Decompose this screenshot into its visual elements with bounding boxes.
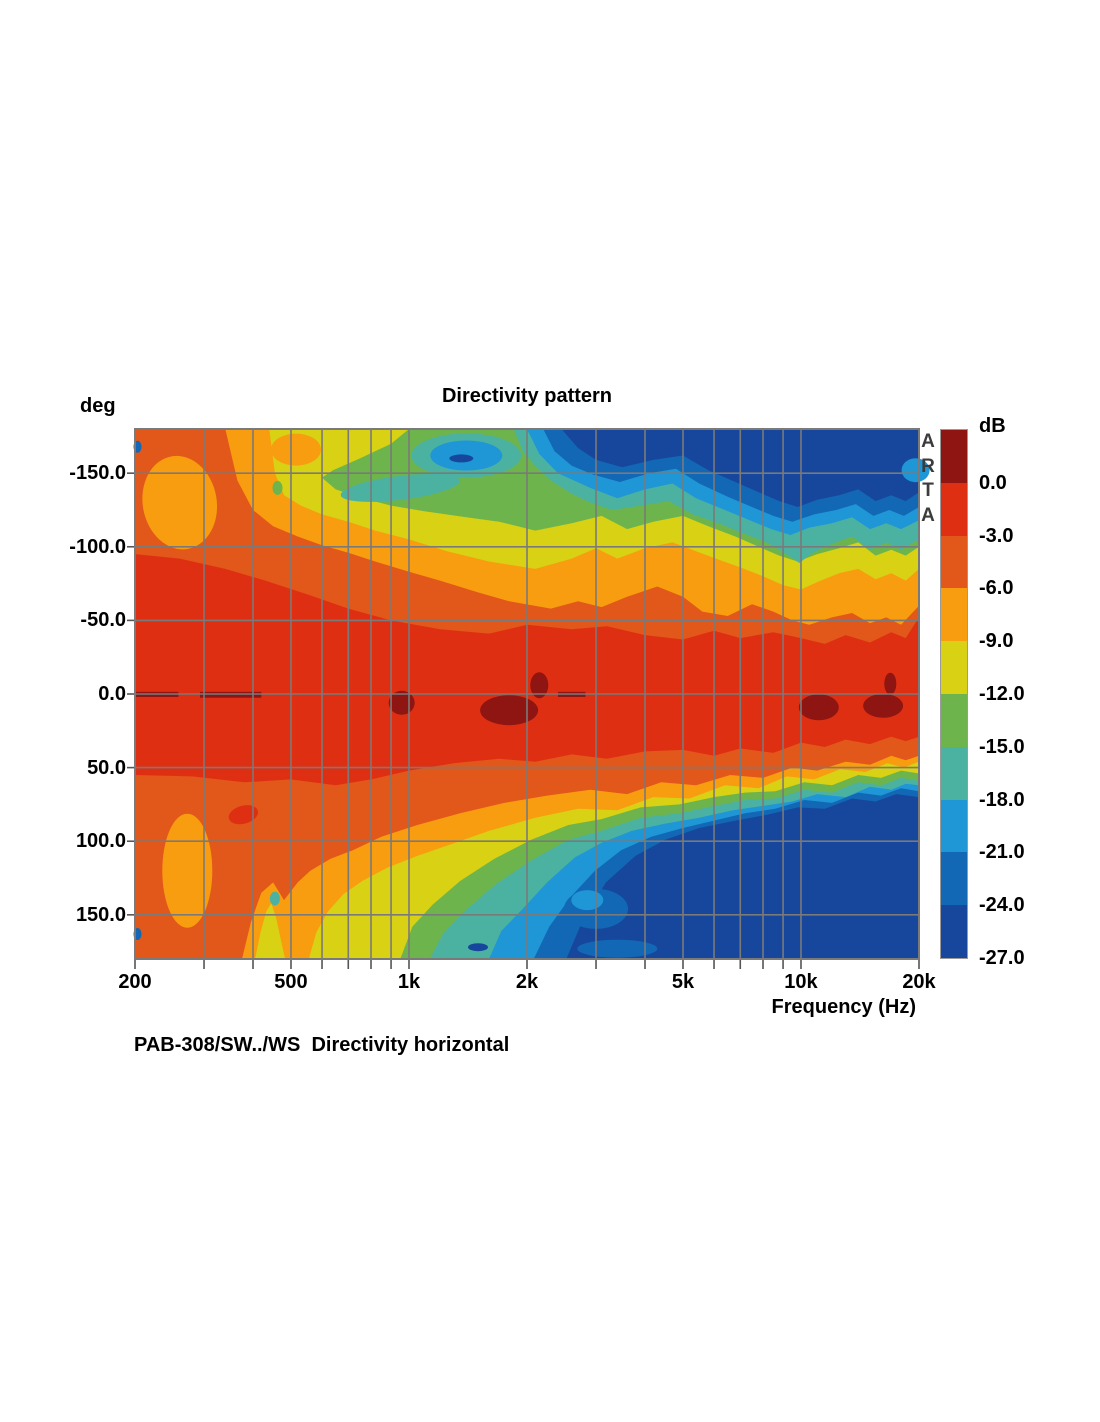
x-tick-label: 500	[274, 971, 308, 993]
colorbar-tick-label: -3.0	[979, 524, 1014, 547]
y-tick-label: -150.0	[69, 462, 126, 485]
colorbar-segment	[941, 852, 967, 906]
watermark-letter: R	[921, 455, 935, 477]
colorbar-segment	[941, 746, 967, 800]
y-tick-label: 100.0	[75, 830, 126, 853]
contour-island-lightblue	[901, 458, 930, 483]
colorbar-tick-label: 0.0	[979, 471, 1007, 494]
y-tick-label: -100.0	[69, 535, 126, 558]
colorbar-segment	[941, 641, 967, 694]
x-tick-label: 5k	[671, 971, 695, 993]
contour-island-maroon	[480, 695, 539, 726]
colorbar-unit-label: dB	[979, 415, 1006, 437]
x-tick-label: 10k	[784, 971, 818, 993]
colorbar-segment	[941, 482, 967, 536]
measurement-caption: PAB-308/SW../WS Directivity horizontal	[134, 1034, 510, 1056]
colorbar-tick-label: -6.0	[979, 577, 1014, 600]
colorbar-tick-label: -24.0	[979, 894, 1025, 917]
x-axis-title: Frequency (Hz)	[771, 996, 916, 1018]
chart-title: Directivity pattern	[441, 385, 613, 407]
contour-island-maroon	[530, 672, 549, 699]
contour-island-navy	[449, 454, 474, 463]
contour-island-lightblue	[571, 890, 604, 911]
contour-island-blue	[577, 939, 658, 958]
colorbar	[940, 429, 968, 959]
colorbar-segment	[941, 588, 967, 642]
colorbar-segment	[941, 430, 967, 483]
y-axis-unit-label: deg	[80, 395, 116, 417]
contour-island-orange	[162, 813, 213, 928]
contour-island-orange	[271, 433, 321, 466]
contour-island-maroon	[863, 693, 904, 718]
y-tick-label: 150.0	[75, 903, 126, 926]
contour-island-teal	[269, 891, 280, 906]
x-tick-label: 20k	[902, 971, 936, 993]
x-tick-label: 2k	[515, 971, 539, 993]
watermark-letter: A	[921, 431, 935, 452]
y-tick-label: -50.0	[80, 609, 126, 632]
plot-border	[134, 428, 920, 960]
colorbar-tick-label: -21.0	[979, 841, 1025, 864]
colorbar-segment	[941, 693, 967, 747]
contour-island-orange	[142, 455, 218, 550]
contour-island-maroon	[884, 672, 897, 695]
colorbar-segment	[941, 535, 967, 589]
directivity-contour-plot	[127, 428, 930, 969]
colorbar-tick-label: -12.0	[979, 683, 1025, 705]
contour-island-navy	[468, 943, 488, 952]
x-tick-label: 200	[118, 971, 152, 993]
colorbar-segment	[941, 799, 967, 853]
colorbar-tick-label: -27.0	[979, 947, 1025, 969]
colorbar-tick-label: -9.0	[979, 630, 1014, 653]
x-tick-label: 1k	[397, 971, 421, 993]
contour-band-bottom--24dB	[566, 794, 919, 959]
colorbar-tick-label: -15.0	[979, 735, 1025, 758]
watermark-letter: T	[922, 480, 934, 502]
contour-map	[127, 428, 930, 969]
watermark-letter: A	[921, 504, 935, 526]
contour-island-green	[272, 480, 283, 495]
contour-island-red	[228, 805, 259, 825]
contour-island-maroon	[798, 694, 839, 721]
y-tick-label: 0.0	[98, 683, 126, 705]
colorbar-segment	[941, 905, 967, 958]
colorbar-tick-label: -18.0	[979, 788, 1025, 811]
y-tick-label: 50.0	[87, 756, 126, 779]
